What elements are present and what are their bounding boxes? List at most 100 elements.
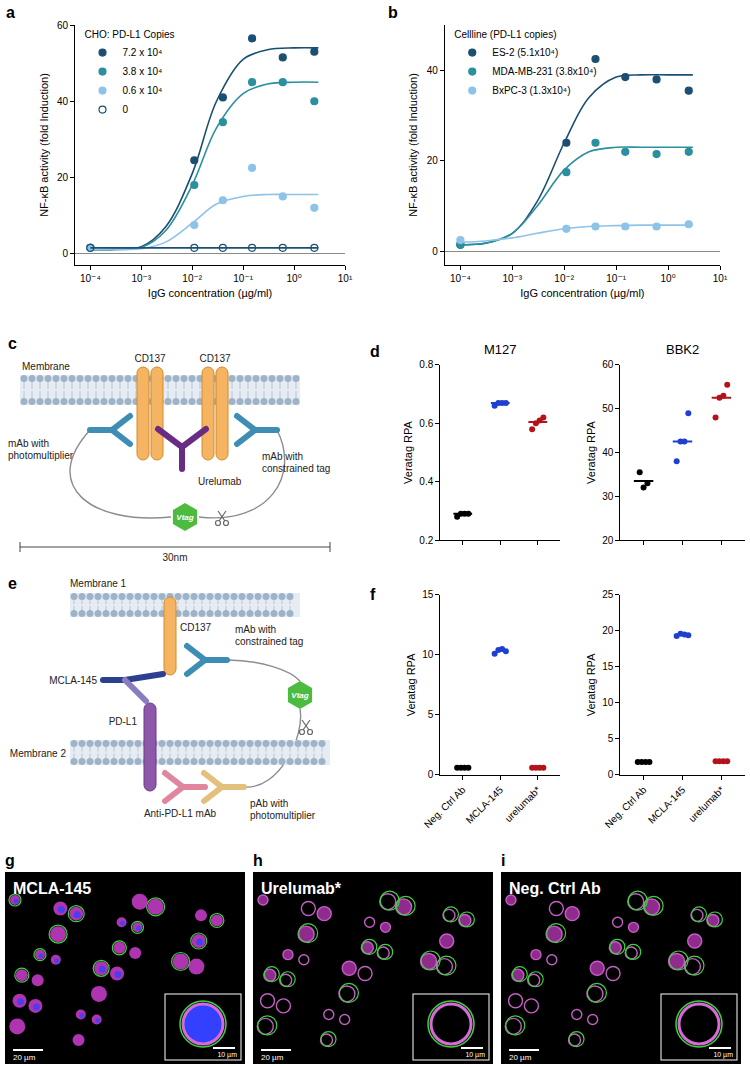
svg-text:CD137: CD137 xyxy=(199,353,231,364)
svg-text:h: h xyxy=(253,852,263,869)
svg-text:Cellline (PD-L1 copies): Cellline (PD-L1 copies) xyxy=(454,29,556,40)
svg-text:10 µm: 10 µm xyxy=(465,1051,485,1059)
svg-text:40: 40 xyxy=(57,96,69,107)
svg-text:10⁻²: 10⁻² xyxy=(554,273,574,284)
svg-text:CHO: PD-L1 Copies: CHO: PD-L1 Copies xyxy=(85,29,175,40)
svg-text:d: d xyxy=(370,343,380,360)
svg-text:30: 30 xyxy=(602,491,614,502)
svg-text:Veratag RPA: Veratag RPA xyxy=(405,653,417,716)
svg-text:Vtag: Vtag xyxy=(176,513,193,522)
svg-text:20 µm: 20 µm xyxy=(13,1053,36,1062)
svg-text:0.4: 0.4 xyxy=(419,476,433,487)
svg-text:constrained tag: constrained tag xyxy=(262,463,330,474)
svg-text:10: 10 xyxy=(602,697,614,708)
svg-text:60: 60 xyxy=(602,359,614,370)
svg-text:10⁻³: 10⁻³ xyxy=(502,273,522,284)
svg-text:Membrane 1: Membrane 1 xyxy=(70,578,127,589)
svg-text:10 µm: 10 µm xyxy=(713,1051,733,1059)
svg-text:60: 60 xyxy=(57,20,69,31)
svg-text:Membrane 2: Membrane 2 xyxy=(10,748,67,759)
svg-text:a: a xyxy=(6,4,15,21)
svg-text:urelumab*: urelumab* xyxy=(686,784,726,824)
svg-text:BBK2: BBK2 xyxy=(666,342,699,357)
svg-text:3.8 x 10⁴: 3.8 x 10⁴ xyxy=(123,66,163,77)
svg-text:40: 40 xyxy=(427,65,439,76)
svg-text:10¹: 10¹ xyxy=(338,273,353,284)
svg-text:c: c xyxy=(8,335,17,352)
svg-text:10¹: 10¹ xyxy=(713,273,728,284)
svg-text:CD137: CD137 xyxy=(180,622,212,633)
svg-text:0.6: 0.6 xyxy=(419,418,433,429)
svg-text:20 µm: 20 µm xyxy=(261,1053,284,1062)
svg-text:MCLA-145: MCLA-145 xyxy=(646,784,688,826)
svg-text:Membrane: Membrane xyxy=(22,361,70,372)
svg-text:0: 0 xyxy=(62,248,68,259)
svg-text:NF-κB activity (fold Induction: NF-κB activity (fold Induction) xyxy=(38,73,50,217)
svg-text:10⁻¹: 10⁻¹ xyxy=(606,273,626,284)
svg-text:30nm: 30nm xyxy=(162,552,187,563)
svg-text:photomultiplier: photomultiplier xyxy=(8,450,74,461)
svg-text:i: i xyxy=(501,852,505,869)
svg-text:constrained tag: constrained tag xyxy=(235,636,303,647)
svg-text:0.6 x 10⁴: 0.6 x 10⁴ xyxy=(123,85,163,96)
svg-text:10⁰: 10⁰ xyxy=(661,273,676,284)
svg-text:0: 0 xyxy=(123,104,129,115)
svg-text:Veratag RPA: Veratag RPA xyxy=(402,420,414,483)
svg-text:10 µm: 10 µm xyxy=(217,1051,237,1059)
svg-text:20: 20 xyxy=(602,625,614,636)
svg-text:Neg. Ctrl Ab: Neg. Ctrl Ab xyxy=(603,784,649,830)
svg-text:IgG concentration (µg/ml): IgG concentration (µg/ml) xyxy=(520,287,644,299)
svg-text:photomultiplier: photomultiplier xyxy=(250,810,316,821)
svg-text:20: 20 xyxy=(427,155,439,166)
svg-text:IgG concentration (µg/ml): IgG concentration (µg/ml) xyxy=(148,287,272,299)
svg-text:MDA-MB-231 (3.8x10⁴): MDA-MB-231 (3.8x10⁴) xyxy=(492,66,596,77)
svg-text:5: 5 xyxy=(608,733,614,744)
svg-text:20: 20 xyxy=(602,535,614,546)
svg-text:BxPC-3 (1.3x10⁴): BxPC-3 (1.3x10⁴) xyxy=(492,85,570,96)
svg-text:7.2 x 10⁴: 7.2 x 10⁴ xyxy=(123,47,163,58)
svg-text:CD137: CD137 xyxy=(134,353,166,364)
svg-text:Neg. Ctrl Ab: Neg. Ctrl Ab xyxy=(422,784,468,830)
svg-text:b: b xyxy=(388,4,398,21)
svg-text:0.2: 0.2 xyxy=(419,535,433,546)
svg-text:mAb with: mAb with xyxy=(8,438,49,449)
svg-text:mAb with: mAb with xyxy=(235,624,276,635)
svg-text:20 µm: 20 µm xyxy=(509,1053,532,1062)
svg-text:Urelumab*: Urelumab* xyxy=(261,880,342,897)
svg-text:25: 25 xyxy=(602,589,614,600)
svg-text:0.8: 0.8 xyxy=(419,359,433,370)
svg-text:M127: M127 xyxy=(484,342,517,357)
svg-text:mAb with: mAb with xyxy=(262,451,303,462)
svg-text:10⁻¹: 10⁻¹ xyxy=(233,273,253,284)
svg-text:15: 15 xyxy=(602,661,614,672)
svg-text:ES-2 (5.1x10⁴): ES-2 (5.1x10⁴) xyxy=(492,47,558,58)
svg-text:5: 5 xyxy=(428,709,434,720)
svg-text:10⁻⁴: 10⁻⁴ xyxy=(450,273,471,284)
svg-text:10: 10 xyxy=(422,649,434,660)
svg-text:urelumab*: urelumab* xyxy=(503,784,543,824)
svg-text:10⁻²: 10⁻² xyxy=(182,273,202,284)
svg-text:e: e xyxy=(8,575,17,592)
svg-text:NF-κB activity (fold Induction: NF-κB activity (fold Induction) xyxy=(407,73,419,217)
svg-text:Anti-PD-L1 mAb: Anti-PD-L1 mAb xyxy=(144,808,217,819)
svg-text:20: 20 xyxy=(57,172,69,183)
svg-text:Veratag RPA: Veratag RPA xyxy=(585,653,597,716)
svg-text:0: 0 xyxy=(428,769,434,780)
svg-text:50: 50 xyxy=(602,403,614,414)
svg-text:pAb with: pAb with xyxy=(250,798,288,809)
svg-text:MCLA-145: MCLA-145 xyxy=(49,675,97,686)
svg-text:Vtag: Vtag xyxy=(291,691,308,700)
svg-text:15: 15 xyxy=(422,589,434,600)
svg-text:PD-L1: PD-L1 xyxy=(109,716,138,727)
svg-text:Veratag RPA: Veratag RPA xyxy=(585,420,597,483)
svg-text:MCLA-145: MCLA-145 xyxy=(464,784,506,826)
svg-text:g: g xyxy=(5,852,15,869)
svg-text:Neg. Ctrl Ab: Neg. Ctrl Ab xyxy=(509,880,601,897)
svg-text:0: 0 xyxy=(432,246,438,257)
svg-text:40: 40 xyxy=(602,447,614,458)
svg-text:Urelumab: Urelumab xyxy=(198,476,242,487)
svg-text:10⁻³: 10⁻³ xyxy=(131,273,151,284)
svg-text:10⁰: 10⁰ xyxy=(286,273,301,284)
svg-text:f: f xyxy=(370,586,376,603)
svg-text:MCLA-145: MCLA-145 xyxy=(13,880,91,897)
